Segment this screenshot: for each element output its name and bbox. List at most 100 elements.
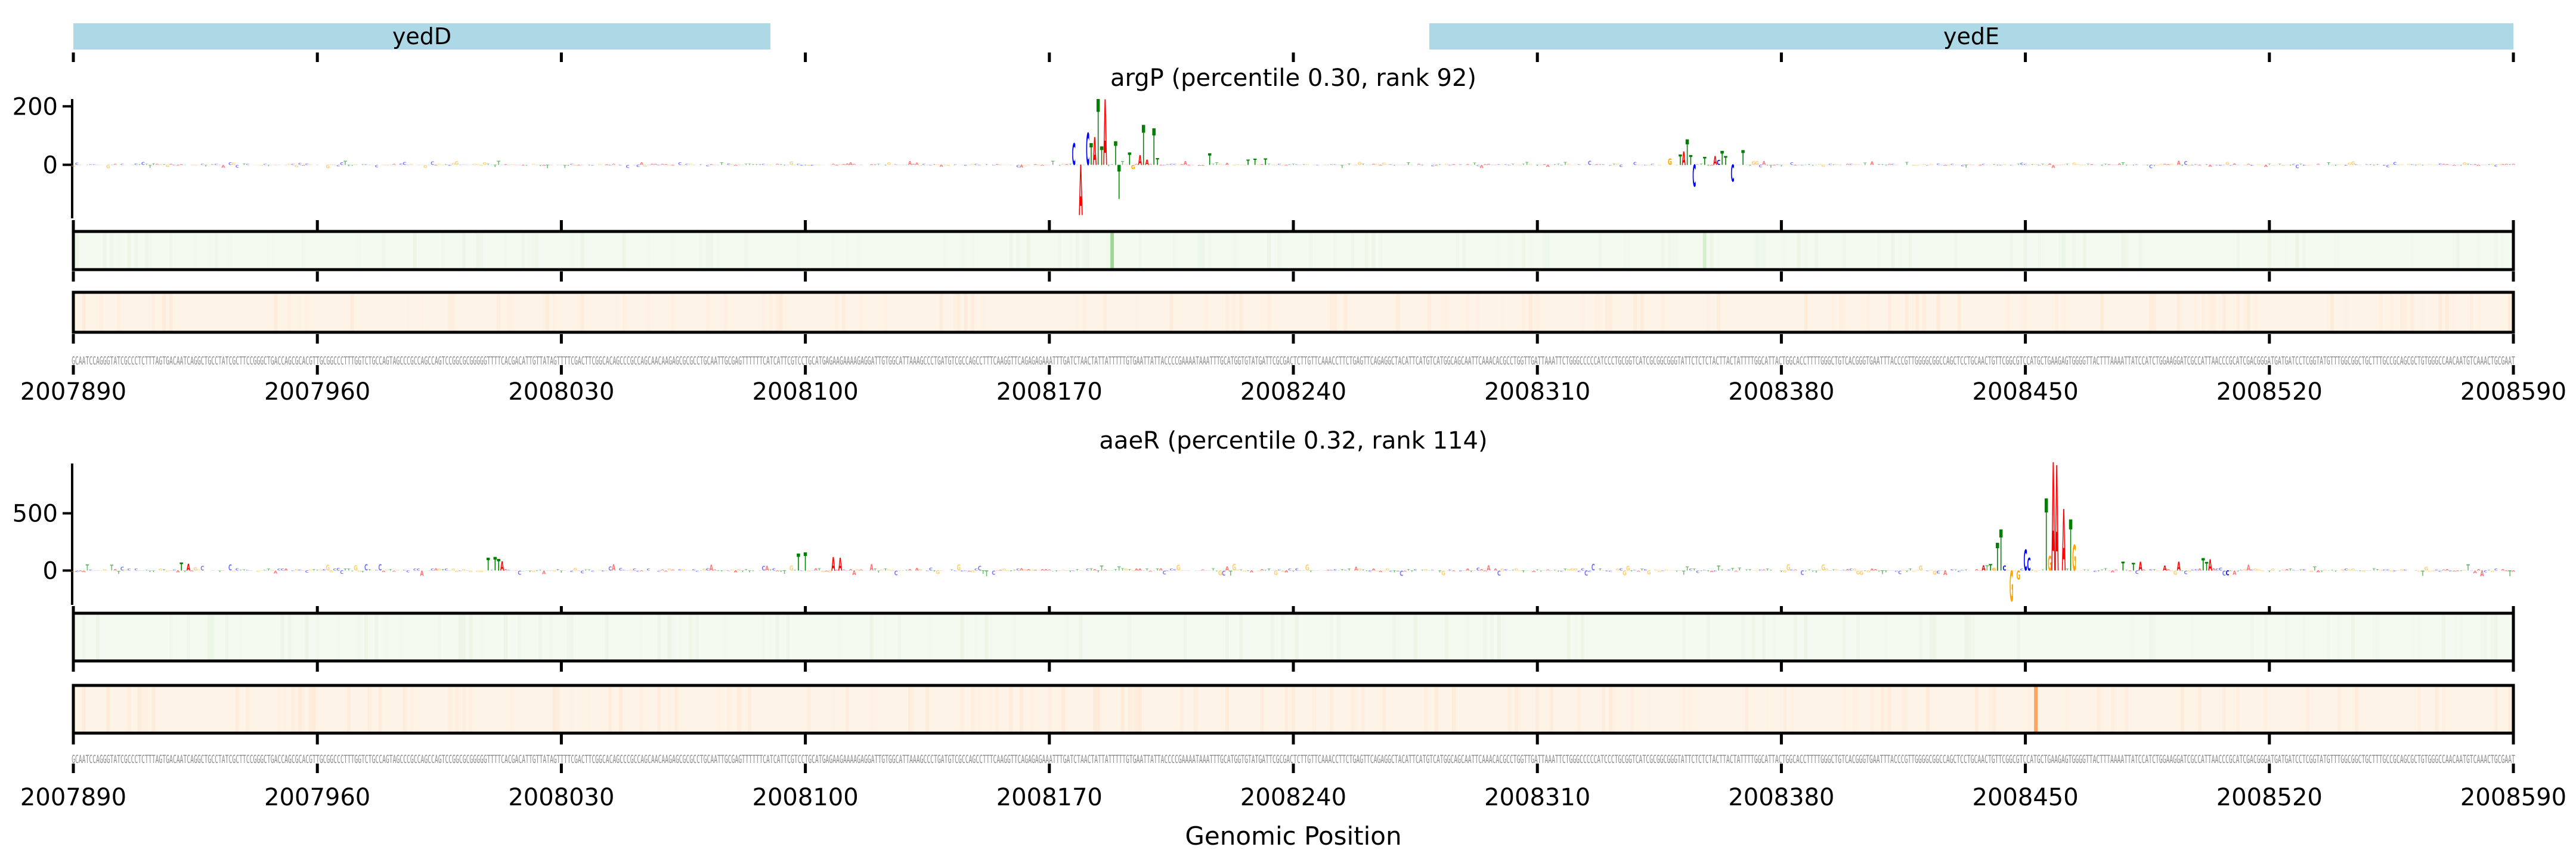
logo-letter: G	[165, 570, 169, 572]
track-stripe	[1532, 613, 1535, 661]
logo-letter: A	[504, 164, 508, 165]
logo-letter: C	[657, 570, 661, 572]
track-stripe	[2469, 292, 2473, 332]
logo-letter: C	[134, 568, 138, 571]
track-stripe	[1950, 613, 1954, 661]
track-stripe	[1842, 613, 1846, 661]
logo-letter: T	[1264, 157, 1267, 167]
logo-letter: T	[1055, 570, 1059, 572]
logo-letter: G	[1919, 565, 1923, 573]
track-stripe	[897, 613, 902, 661]
logo-letter: C	[964, 165, 968, 166]
logo-letter: T	[2086, 163, 2091, 165]
logo-letter: C	[692, 568, 696, 571]
logo-letter: T	[1717, 565, 1720, 573]
track-stripe	[2243, 292, 2247, 332]
logo-letter: A	[542, 569, 546, 575]
track-stripe	[1968, 613, 1971, 661]
logo-letter: T	[556, 569, 561, 571]
logo-letter: C	[340, 570, 343, 575]
track-stripe	[374, 613, 379, 661]
track-stripe	[357, 231, 361, 270]
logo-letter: A	[710, 563, 714, 573]
track-stripe	[103, 231, 107, 270]
track-stripe	[859, 685, 863, 733]
track-stripe	[2306, 685, 2310, 733]
track-stripe	[1891, 231, 1895, 270]
logo-letter: A	[2264, 165, 2268, 168]
panel-title: argP (percentile 0.30, rank 92)	[1110, 64, 1476, 92]
logo-letter: C	[1843, 570, 1846, 571]
logo-letter: A	[1483, 164, 1487, 165]
logo-letter: G	[2187, 570, 2191, 572]
track-stripe	[776, 685, 779, 733]
logo-letter: T	[243, 569, 247, 571]
logo-letter: A	[1201, 165, 1205, 166]
logo-letter: A	[1041, 569, 1044, 571]
logo-letter: G	[918, 569, 922, 571]
track-stripe	[657, 613, 661, 661]
track-stripe	[587, 685, 591, 733]
logo-letter: G	[866, 570, 870, 571]
logo-letter: T	[1811, 165, 1815, 166]
track-stripe	[511, 292, 515, 332]
logo-letter: T	[148, 570, 153, 573]
logo-letter: C	[2184, 569, 2187, 575]
logo-letter: C	[964, 570, 967, 571]
logo-letter: A	[392, 163, 397, 165]
logo-letter: G	[2428, 570, 2432, 572]
logo-letter: A	[1250, 570, 1253, 573]
track-stripe	[134, 231, 138, 270]
logo-letter: T	[2181, 571, 2184, 572]
logo-letter: G	[1657, 165, 1661, 166]
track-stripe	[1107, 231, 1110, 270]
logo-letter: T	[267, 568, 271, 571]
track-stripe	[1574, 613, 1578, 661]
logo-letter: T	[1100, 141, 1104, 171]
logo-letter: T	[1811, 570, 1815, 572]
track-stripe	[246, 685, 250, 733]
logo-letter: G	[1528, 570, 1532, 571]
logo-letter: T	[1724, 153, 1727, 168]
logo-letter: C	[378, 563, 382, 573]
track-stripe	[2020, 292, 2024, 332]
logo-letter: C	[1166, 164, 1170, 165]
logo-letter: G	[1821, 164, 1825, 167]
x-tick-label: 2008100	[753, 378, 859, 406]
logo-letter: A	[831, 554, 835, 576]
logo-letter: G	[2159, 570, 2163, 571]
logo-letter: A	[664, 164, 668, 165]
logo-letter: A	[1180, 164, 1184, 165]
logo-letter: T	[2334, 165, 2338, 166]
track-stripe	[1838, 292, 1843, 332]
logo-letter: A	[1103, 570, 1107, 571]
logo-letter: A	[2051, 432, 2055, 606]
logo-letter: C	[2226, 570, 2230, 578]
logo-letter: G	[2076, 164, 2080, 165]
logo-letter: T	[1905, 161, 1909, 166]
logo-letter: A	[765, 565, 769, 572]
logo-letter: G	[702, 568, 707, 571]
logo-letter: A	[2456, 570, 2460, 571]
track-stripe	[2264, 685, 2268, 733]
logo-letter: T	[148, 164, 152, 169]
logo-letter: C	[2149, 164, 2153, 169]
logo-letter: T	[138, 164, 141, 165]
logo-letter: T	[546, 570, 549, 571]
logo-letter: C	[402, 570, 406, 571]
logo-letter: T	[343, 568, 347, 571]
track-stripe	[831, 685, 835, 733]
logo-letter: T	[2278, 570, 2283, 571]
logo-letter: A	[1403, 570, 1407, 572]
logo-letter: T	[1348, 163, 1352, 165]
logo-letter: G	[682, 165, 686, 166]
logo-letter: T	[1128, 569, 1132, 571]
logo-letter: C	[92, 570, 96, 571]
logo-letter: C	[2240, 570, 2243, 571]
logo-letter: C	[1072, 571, 1076, 572]
logo-letter: C	[1717, 159, 1720, 167]
track-stripe	[709, 231, 713, 270]
logo-letter: T	[1692, 568, 1696, 571]
track-stripe	[1717, 231, 1720, 270]
logo-letter: T	[933, 164, 936, 165]
